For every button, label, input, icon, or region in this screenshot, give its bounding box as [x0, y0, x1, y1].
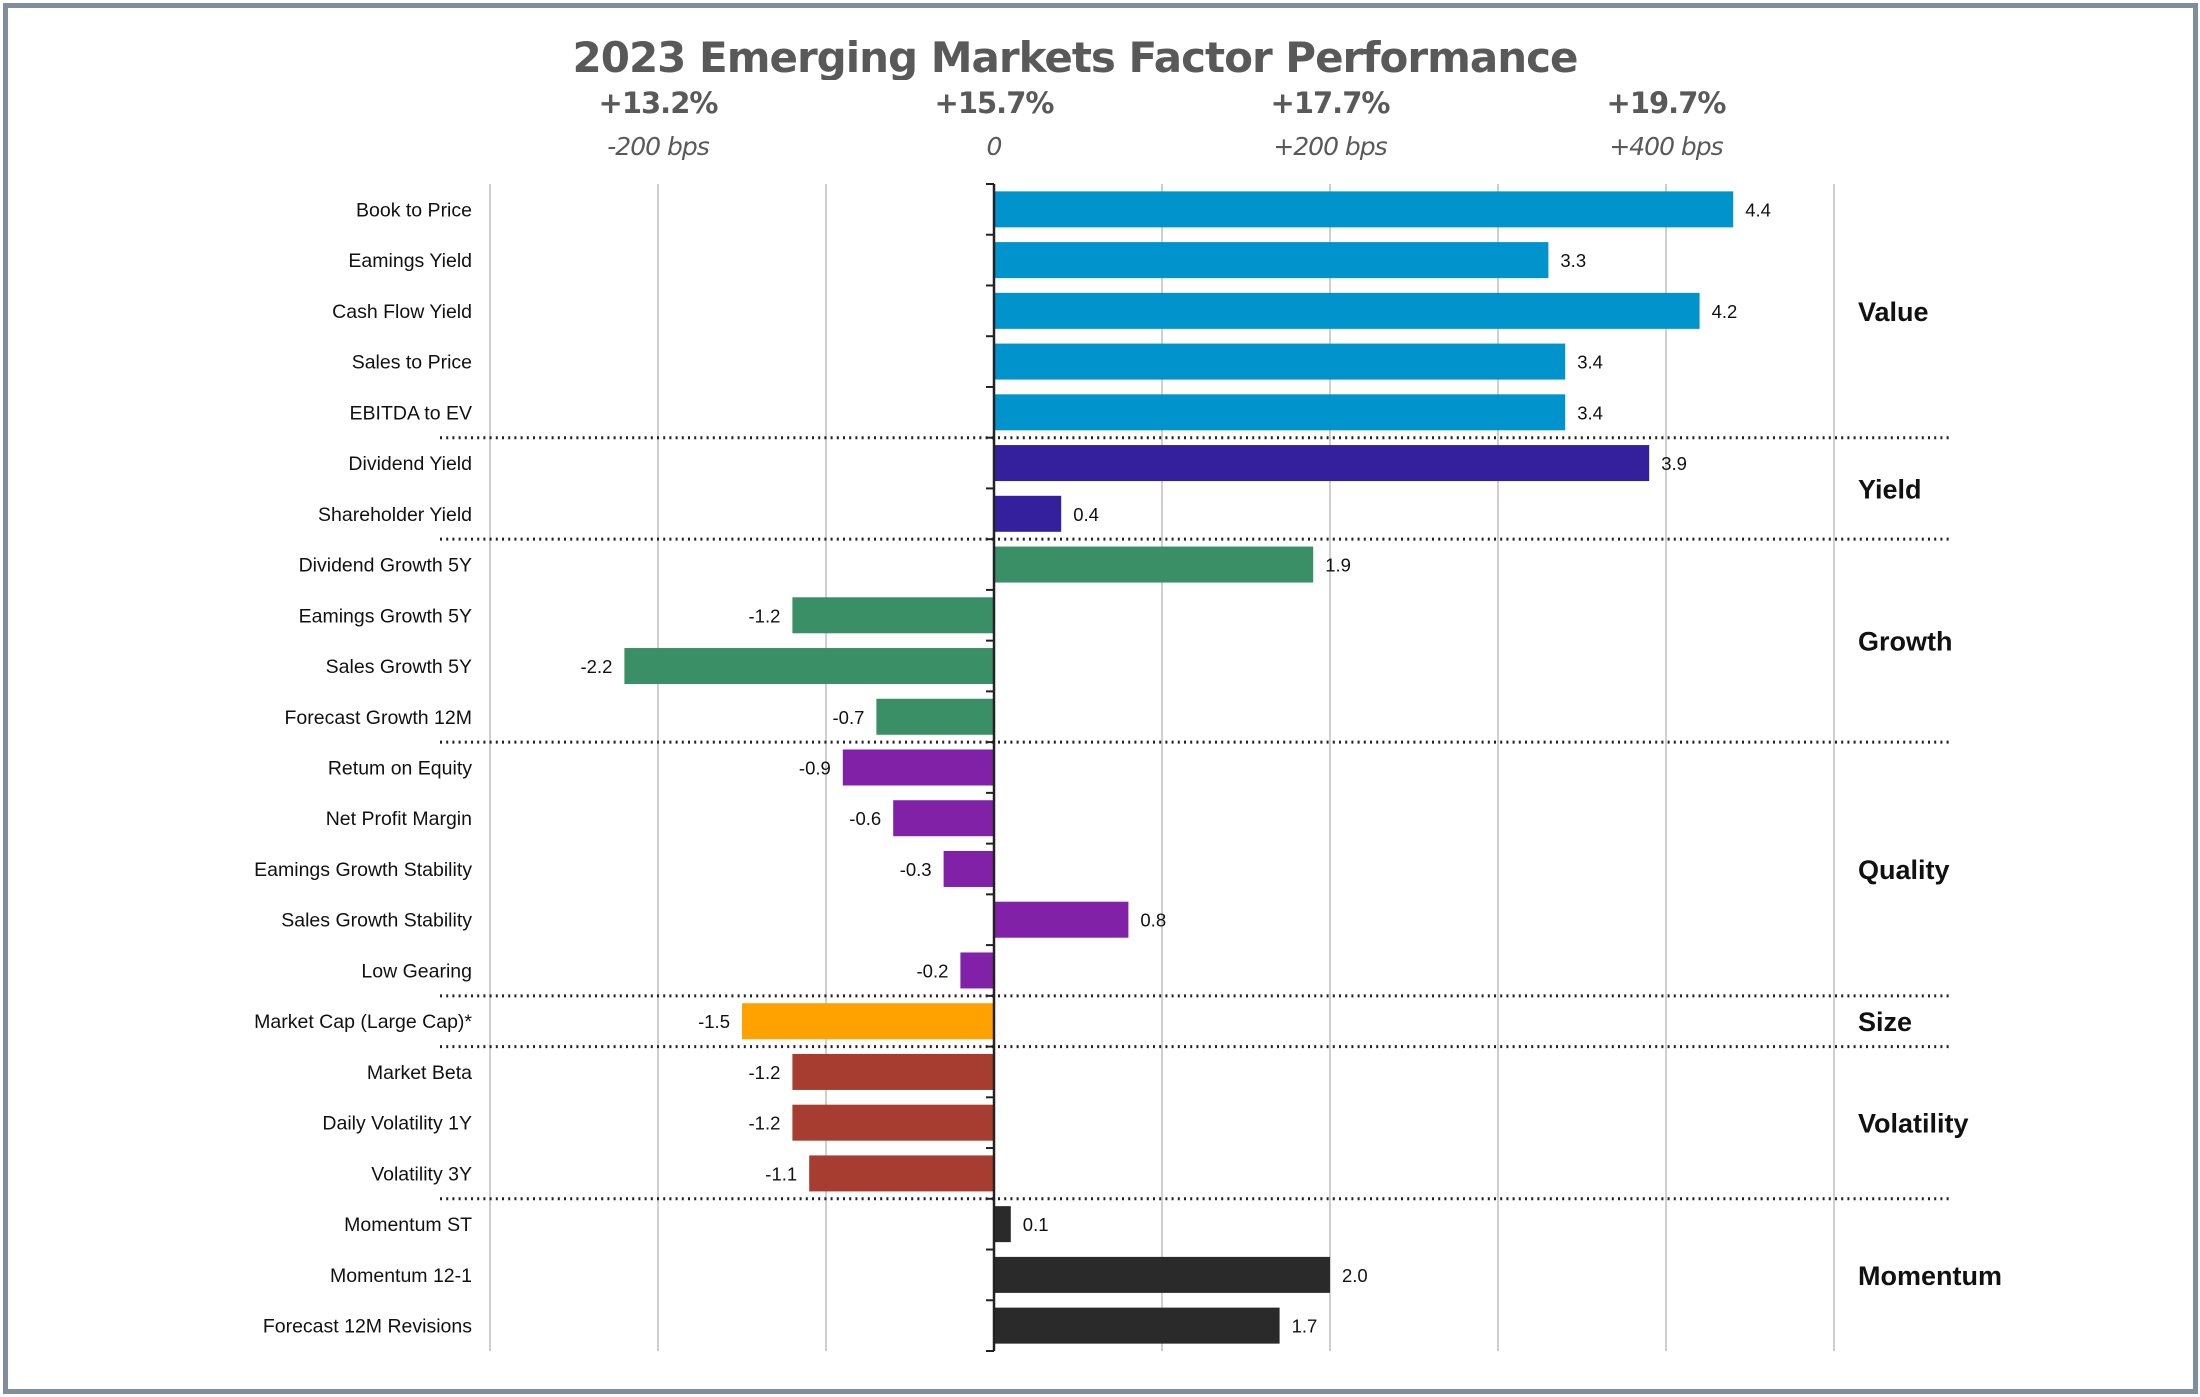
data-label: 0.4 — [1073, 504, 1099, 525]
bar — [994, 242, 1549, 279]
category-label: Cash Flow Yield — [332, 301, 472, 323]
category-label: Dividend Growth 5Y — [299, 555, 472, 577]
data-label: 3.3 — [1560, 250, 1586, 271]
category-label: Shareholder Yield — [318, 504, 472, 526]
data-label: 1.7 — [1292, 1316, 1318, 1337]
bar — [994, 1256, 1330, 1293]
top-axis-bps-label: 0 — [986, 132, 1003, 161]
bar — [792, 1053, 994, 1090]
bar — [994, 343, 1566, 380]
category-label: Sales Growth 5Y — [326, 656, 472, 678]
bar — [792, 597, 994, 634]
data-label: -1.5 — [698, 1011, 730, 1032]
bar — [994, 1206, 1011, 1243]
category-label: Low Gearing — [361, 960, 472, 982]
data-label: 1.9 — [1325, 555, 1351, 576]
bar — [893, 800, 994, 837]
bar — [624, 648, 994, 685]
data-label: 3.4 — [1577, 402, 1603, 423]
data-label: -0.3 — [900, 859, 932, 880]
category-label: Eamings Growth Stability — [254, 859, 472, 881]
top-axis-pct-label: +13.2% — [598, 86, 719, 120]
bar — [742, 1003, 994, 1040]
data-label: 2.0 — [1342, 1265, 1368, 1286]
top-axis-pct-label: +17.7% — [1270, 86, 1391, 120]
category-label: Eamings Yield — [348, 250, 472, 272]
data-label: -1.2 — [749, 1113, 781, 1134]
bar — [842, 749, 994, 786]
bar — [994, 191, 1734, 228]
bar — [994, 1307, 1280, 1344]
data-label: 4.4 — [1745, 199, 1771, 220]
bar — [809, 1155, 994, 1192]
category-label: Forecast Growth 12M — [285, 707, 472, 729]
data-label: 3.4 — [1577, 352, 1603, 373]
chart-title: 2023 Emerging Markets Factor Performance — [572, 33, 1579, 80]
data-label: 0.8 — [1140, 910, 1166, 931]
group-label: Yield — [1858, 474, 1922, 504]
category-label: Momentum 12-1 — [330, 1265, 472, 1287]
bar — [994, 445, 1650, 482]
data-label: -0.6 — [849, 808, 881, 829]
category-label: Market Beta — [367, 1062, 472, 1084]
category-label: Dividend Yield — [348, 453, 472, 475]
data-label: 4.2 — [1712, 301, 1738, 322]
top-axis-bps-label: -200 bps — [607, 132, 709, 161]
data-label: -0.2 — [917, 960, 949, 981]
group-label: Volatility — [1858, 1109, 1969, 1139]
category-label: Sales Growth Stability — [281, 910, 472, 932]
data-label: 3.9 — [1661, 453, 1687, 474]
group-label: Quality — [1858, 855, 1950, 885]
bar — [994, 546, 1314, 583]
category-label: Retum on Equity — [328, 758, 472, 780]
bar — [994, 292, 1700, 329]
bar — [994, 901, 1129, 938]
category-label: Net Profit Margin — [326, 808, 472, 830]
bar — [943, 850, 994, 887]
category-label: Daily Volatility 1Y — [322, 1113, 472, 1135]
chart-title-container: 2023 Emerging Markets Factor Performance — [0, 30, 2200, 80]
group-label: Size — [1858, 1007, 1912, 1037]
bar — [994, 394, 1566, 431]
category-label: EBITDA to EV — [350, 402, 472, 424]
category-label: Forecast 12M Revisions — [263, 1316, 472, 1338]
data-label: -0.9 — [799, 758, 831, 779]
bar — [960, 952, 994, 989]
group-label: Growth — [1858, 627, 1953, 657]
top-axis-bps-label: +200 bps — [1273, 132, 1387, 161]
category-label: Market Cap (Large Cap)* — [254, 1011, 472, 1033]
chart-frame — [3, 3, 2198, 1394]
data-label: -2.2 — [581, 656, 613, 677]
data-label: -1.2 — [749, 605, 781, 626]
data-label: -1.2 — [749, 1062, 781, 1083]
top-axis-pct-label: +19.7% — [1606, 86, 1727, 120]
group-label: Momentum — [1858, 1261, 2002, 1291]
bar — [994, 495, 1062, 532]
category-label: Sales to Price — [352, 352, 472, 374]
data-label: -0.7 — [833, 707, 865, 728]
data-label: -1.1 — [765, 1163, 797, 1184]
category-label: Volatility 3Y — [371, 1163, 472, 1185]
data-label: 0.1 — [1023, 1214, 1049, 1235]
category-label: Momentum ST — [344, 1214, 472, 1236]
category-label: Book to Price — [356, 199, 472, 221]
category-label: Eamings Growth 5Y — [299, 605, 472, 627]
top-axis-bps-label: +400 bps — [1609, 132, 1723, 161]
group-label: Value — [1858, 297, 1929, 327]
top-axis-pct-label: +15.7% — [934, 86, 1055, 120]
bar — [792, 1104, 994, 1141]
bar — [876, 698, 994, 735]
